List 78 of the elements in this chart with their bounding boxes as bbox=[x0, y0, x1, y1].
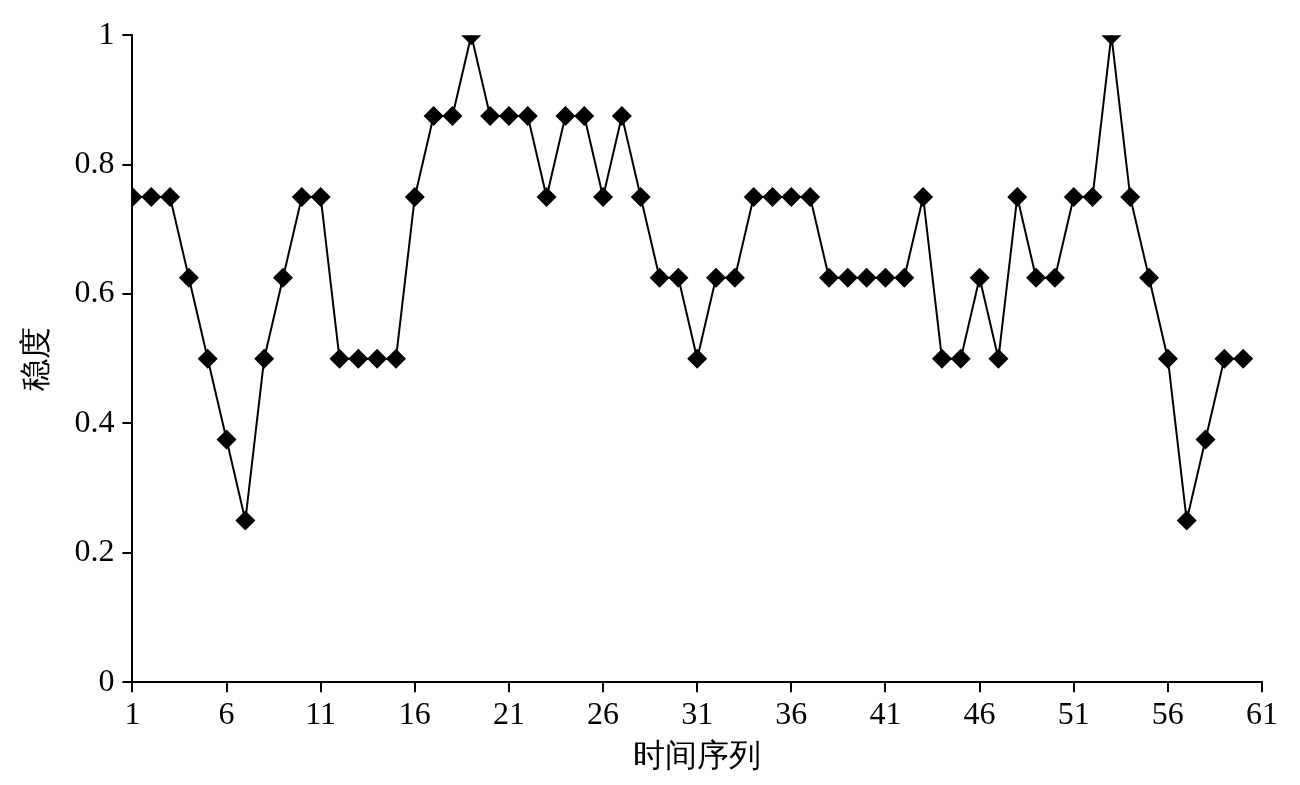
x-tick-label: 56 bbox=[1151, 694, 1184, 731]
point bbox=[649, 267, 670, 288]
point bbox=[593, 186, 614, 207]
point bbox=[273, 267, 294, 288]
point bbox=[310, 186, 331, 207]
point bbox=[178, 267, 199, 288]
point bbox=[291, 186, 312, 207]
point bbox=[555, 106, 576, 127]
x-tick-label: 6 bbox=[218, 694, 235, 731]
point bbox=[498, 106, 519, 127]
point bbox=[517, 106, 538, 127]
point bbox=[404, 186, 425, 207]
point bbox=[574, 106, 595, 127]
point bbox=[1139, 267, 1160, 288]
point bbox=[197, 348, 218, 369]
point bbox=[950, 348, 971, 369]
y-tick-label: 0.6 bbox=[74, 273, 115, 310]
y-tick-label: 1 bbox=[98, 14, 115, 51]
point bbox=[367, 348, 388, 369]
point bbox=[1026, 267, 1047, 288]
y-tick-label: 0.2 bbox=[74, 532, 115, 569]
point bbox=[1044, 267, 1065, 288]
x-tick-label: 26 bbox=[587, 694, 620, 731]
point bbox=[442, 106, 463, 127]
x-tick-label: 41 bbox=[869, 694, 902, 731]
x-axis-title: 时间序列 bbox=[633, 737, 762, 774]
point bbox=[141, 186, 162, 207]
y-tick-label: 0 bbox=[98, 661, 115, 698]
point bbox=[1082, 186, 1103, 207]
point bbox=[931, 348, 952, 369]
point bbox=[1233, 348, 1254, 369]
point bbox=[216, 429, 237, 450]
y-axis-title: 稳度 bbox=[16, 326, 53, 391]
point bbox=[1063, 186, 1084, 207]
point bbox=[724, 267, 745, 288]
x-tick-label: 16 bbox=[398, 694, 431, 731]
point bbox=[1195, 429, 1216, 450]
point bbox=[781, 186, 802, 207]
point bbox=[913, 186, 934, 207]
x-tick-label: 31 bbox=[681, 694, 714, 731]
point bbox=[687, 348, 708, 369]
point bbox=[536, 186, 557, 207]
x-tick-label: 36 bbox=[775, 694, 808, 731]
x-tick-label: 51 bbox=[1057, 694, 1090, 731]
point bbox=[329, 348, 350, 369]
x-tick-label: 46 bbox=[963, 694, 996, 731]
x-tick-label: 1 bbox=[124, 694, 141, 731]
point bbox=[423, 106, 444, 127]
point bbox=[818, 267, 839, 288]
point bbox=[894, 267, 915, 288]
point bbox=[1157, 348, 1178, 369]
point bbox=[1214, 348, 1235, 369]
point bbox=[1176, 510, 1197, 531]
point bbox=[743, 186, 764, 207]
x-tick-label: 61 bbox=[1246, 694, 1278, 731]
point bbox=[254, 348, 275, 369]
point bbox=[611, 106, 632, 127]
point bbox=[706, 267, 727, 288]
point bbox=[969, 267, 990, 288]
point bbox=[856, 267, 877, 288]
point bbox=[837, 267, 858, 288]
point bbox=[988, 348, 1009, 369]
y-tick-label: 0.4 bbox=[74, 402, 115, 439]
point bbox=[800, 186, 821, 207]
point bbox=[762, 186, 783, 207]
point bbox=[480, 106, 501, 127]
point bbox=[385, 348, 406, 369]
point bbox=[668, 267, 689, 288]
point bbox=[1007, 186, 1028, 207]
point bbox=[630, 186, 651, 207]
point bbox=[1120, 186, 1141, 207]
point bbox=[160, 186, 181, 207]
x-tick-label: 11 bbox=[305, 694, 337, 731]
point bbox=[875, 267, 896, 288]
point bbox=[235, 510, 256, 531]
point bbox=[348, 348, 369, 369]
y-tick-label: 0.8 bbox=[74, 144, 115, 181]
x-tick-label: 21 bbox=[492, 694, 525, 731]
